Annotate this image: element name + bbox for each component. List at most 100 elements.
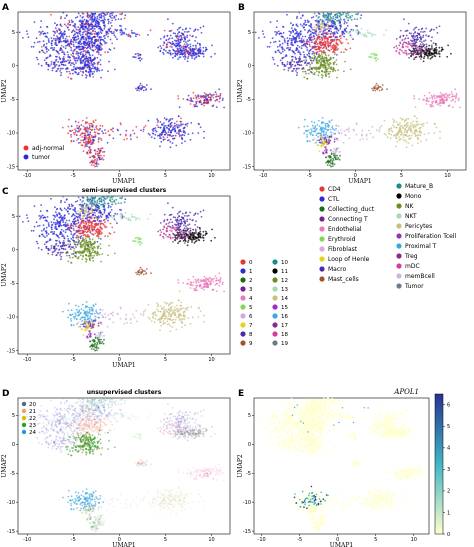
scatter-point: [109, 38, 112, 41]
scatter-point: [407, 142, 410, 145]
scatter-point: [371, 35, 373, 38]
y-tick-label: -10: [243, 131, 251, 137]
scatter-point: [397, 123, 400, 126]
scatter-point: [332, 51, 334, 53]
scatter-point: [97, 25, 100, 28]
x-tick-label: 10: [444, 173, 450, 179]
scatter-point: [320, 122, 323, 125]
scatter-point: [62, 35, 64, 38]
scatter-point: [388, 132, 391, 135]
scatter-point: [63, 214, 66, 217]
scatter-point: [124, 198, 127, 201]
scatter-point: [73, 250, 75, 252]
scatter-point: [279, 43, 282, 46]
scatter-point: [55, 24, 58, 27]
scatter-point: [450, 91, 453, 93]
scatter-point: [153, 127, 156, 130]
x-tick-label: 0: [118, 173, 121, 179]
scatter-point: [104, 221, 106, 224]
scatter-point: [58, 28, 60, 30]
scatter-point: [77, 137, 80, 140]
scatter-point: [63, 242, 65, 245]
scatter-point: [169, 141, 172, 143]
scatter-point: [410, 134, 413, 137]
scatter-point: [174, 134, 177, 137]
scatter-point: [70, 49, 73, 51]
scatter-point: [292, 50, 295, 53]
x-tick-label: -5: [71, 357, 76, 363]
scatter-point: [116, 38, 118, 41]
scatter-point: [393, 119, 395, 122]
scatter-point: [178, 38, 181, 41]
scatter-point: [203, 104, 206, 107]
scatter-point: [183, 126, 186, 129]
scatter-point: [108, 204, 110, 207]
scatter-point: [332, 17, 335, 20]
scatter-point: [439, 137, 441, 139]
scatter-point: [75, 41, 77, 43]
scatter-point: [365, 35, 368, 38]
scatter-point: [62, 67, 64, 70]
scatter-point: [76, 216, 79, 219]
scatter-point: [85, 19, 88, 21]
scatter-point: [37, 41, 39, 43]
scatter-point: [104, 51, 107, 54]
scatter-point: [87, 43, 90, 46]
scatter-point: [55, 247, 58, 250]
scatter-point: [59, 254, 61, 256]
scatter-point: [356, 123, 358, 126]
scatter-point: [435, 44, 437, 47]
scatter-point: [73, 229, 75, 232]
scatter-point: [375, 54, 378, 57]
scatter-point: [337, 69, 339, 71]
scatter-point: [427, 100, 430, 103]
scatter-point: [80, 222, 83, 225]
scatter-point: [175, 39, 178, 42]
scatter-point: [81, 25, 83, 28]
scatter-point: [73, 45, 75, 48]
scatter-point: [414, 31, 416, 34]
scatter-point: [170, 29, 173, 32]
scatter-point: [423, 55, 426, 58]
scatter-point: [33, 21, 36, 23]
scatter-point: [90, 122, 92, 125]
scatter-point: [157, 46, 160, 49]
scatter-point: [53, 231, 56, 233]
scatter-point: [309, 25, 312, 28]
scatter-point: [120, 209, 122, 212]
scatter-point: [64, 225, 67, 228]
scatter-point: [47, 233, 50, 235]
scatter-point: [91, 257, 94, 259]
scatter-point: [355, 133, 358, 136]
scatter-point: [78, 33, 81, 35]
scatter-point: [414, 45, 417, 47]
scatter-point: [393, 46, 396, 49]
scatter-point: [84, 135, 87, 138]
scatter-point: [402, 127, 404, 129]
scatter-point: [108, 48, 111, 51]
scatter-point: [323, 71, 326, 74]
scatter-point: [107, 202, 110, 205]
scatter-point: [396, 140, 399, 143]
scatter-point: [93, 25, 96, 28]
scatter-point: [127, 35, 130, 38]
scatter-point: [435, 50, 437, 52]
scatter-point: [64, 217, 66, 219]
scatter-point: [91, 71, 93, 73]
scatter-point: [191, 35, 194, 38]
scatter-point: [40, 31, 42, 33]
scatter-point: [41, 233, 44, 236]
scatter-point: [193, 51, 196, 54]
scatter-point: [55, 44, 58, 46]
scatter-point: [176, 54, 179, 56]
scatter-point: [124, 28, 127, 30]
scatter-point: [315, 134, 318, 137]
scatter-point: [81, 55, 84, 58]
scatter-point: [73, 49, 76, 52]
scatter-point: [77, 37, 80, 40]
scatter-point: [428, 97, 431, 100]
scatter-point: [165, 44, 168, 46]
scatter-point: [43, 59, 46, 62]
scatter-point: [45, 219, 48, 222]
scatter-point: [194, 44, 197, 47]
